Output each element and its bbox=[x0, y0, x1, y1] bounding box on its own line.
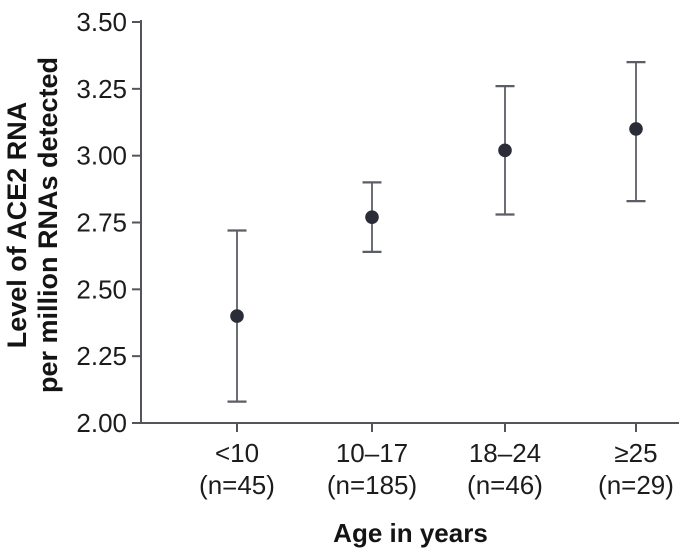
y-tick-label: 3.50 bbox=[76, 7, 127, 37]
data-point bbox=[498, 143, 512, 158]
x-category-label: 10–17 bbox=[336, 438, 408, 468]
y-axis-title-line1: Level of ACE2 RNA bbox=[2, 101, 32, 349]
x-category-count-label: (n=29) bbox=[598, 470, 674, 500]
y-axis-title-line2: per million RNAs detected bbox=[33, 56, 63, 394]
x-category-count-label: (n=46) bbox=[467, 470, 543, 500]
data-point bbox=[365, 210, 379, 224]
y-tick-label: 3.25 bbox=[76, 74, 127, 104]
data-point bbox=[230, 309, 244, 323]
x-axis-title: Age in years bbox=[333, 518, 488, 548]
x-category-count-label: (n=185) bbox=[327, 470, 417, 500]
y-tick-label: 3.00 bbox=[76, 141, 127, 171]
data-point bbox=[629, 122, 643, 136]
x-category-label: 18–24 bbox=[469, 438, 541, 468]
y-axis-title: Level of ACE2 RNA per million RNAs detec… bbox=[2, 57, 64, 393]
x-category-label: <10 bbox=[215, 438, 259, 468]
x-category-count-label: (n=45) bbox=[199, 470, 275, 500]
y-tick-label: 2.75 bbox=[76, 208, 127, 238]
y-tick-label: 2.00 bbox=[76, 408, 127, 438]
x-category-label: ≥25 bbox=[614, 438, 657, 468]
y-tick-label: 2.50 bbox=[76, 274, 127, 304]
y-tick-label: 2.25 bbox=[76, 341, 127, 371]
